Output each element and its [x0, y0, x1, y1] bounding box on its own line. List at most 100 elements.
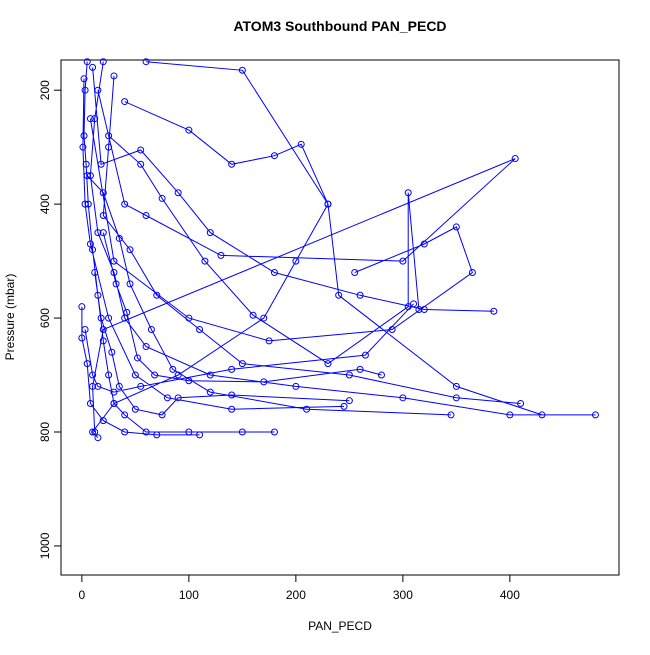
data-point	[137, 160, 145, 168]
data-point	[91, 115, 99, 123]
data-point	[292, 257, 300, 265]
data-point	[82, 160, 90, 168]
data-point	[84, 200, 92, 208]
data-point	[185, 314, 193, 322]
data-point	[292, 382, 300, 390]
data-point	[410, 300, 418, 308]
data-point	[404, 189, 412, 197]
data-point	[270, 268, 278, 276]
data-point	[324, 200, 332, 208]
data-point	[83, 172, 91, 180]
data-point	[99, 212, 107, 220]
data-point	[126, 246, 134, 254]
data-point	[147, 325, 155, 333]
data-point	[79, 143, 87, 151]
data-point	[447, 411, 455, 419]
data-point	[399, 257, 407, 265]
data-point	[185, 428, 193, 436]
data-point	[110, 72, 118, 80]
data-point	[89, 371, 97, 379]
data-point	[99, 189, 107, 197]
data-point	[356, 291, 364, 299]
data-point	[297, 140, 305, 148]
data-point	[112, 280, 120, 288]
data-point	[506, 411, 514, 419]
data-point	[238, 360, 246, 368]
data-point	[270, 428, 278, 436]
data-point	[80, 75, 88, 83]
data-point	[517, 400, 525, 408]
data-point	[121, 200, 129, 208]
data-point	[158, 411, 166, 419]
data-point	[196, 431, 204, 439]
data-point	[388, 325, 396, 333]
plot-frame	[60, 59, 620, 576]
data-point	[201, 257, 209, 265]
data-point	[121, 428, 129, 436]
data-point	[81, 325, 89, 333]
data-point	[228, 405, 236, 413]
chart-title: ATOM3 Southbound PAN_PECD	[233, 18, 446, 34]
data-point	[265, 337, 273, 345]
data-point	[206, 371, 214, 379]
data-point	[99, 325, 107, 333]
data-point	[108, 348, 116, 356]
y-tick-label: 600	[38, 308, 52, 328]
data-point	[94, 434, 102, 442]
data-point	[78, 303, 86, 311]
data-point	[81, 86, 89, 94]
data-point	[468, 268, 476, 276]
data-point	[137, 382, 145, 390]
data-point	[86, 172, 94, 180]
data-point	[131, 405, 139, 413]
data-point	[153, 291, 161, 299]
x-tick-label: 0	[79, 588, 86, 602]
data-point	[452, 223, 460, 231]
data-point	[99, 58, 107, 66]
y-tick-label: 800	[38, 422, 52, 442]
y-tick-label: 400	[38, 194, 52, 214]
data-line	[81, 61, 596, 439]
data-point	[151, 371, 159, 379]
data-point	[238, 66, 246, 74]
data-point	[134, 354, 142, 362]
data-point	[81, 200, 89, 208]
data-point	[206, 229, 214, 237]
data-point	[490, 307, 498, 315]
data-point	[83, 360, 91, 368]
data-point	[142, 343, 150, 351]
data-point	[91, 428, 99, 436]
data-point	[89, 382, 97, 390]
data-point	[249, 311, 257, 319]
data-point	[399, 394, 407, 402]
data-point	[121, 411, 129, 419]
data-point	[115, 382, 123, 390]
data-point	[452, 394, 460, 402]
data-point	[86, 115, 94, 123]
y-tick-label: 200	[38, 80, 52, 100]
data-point	[83, 58, 91, 66]
data-point	[105, 314, 113, 322]
data-point	[420, 306, 428, 314]
data-point	[89, 63, 97, 71]
data-point	[158, 194, 166, 202]
data-point	[538, 411, 546, 419]
data-point	[110, 388, 118, 396]
data-point	[324, 360, 332, 368]
data-point	[174, 394, 182, 402]
data-point	[94, 229, 102, 237]
data-point	[142, 212, 150, 220]
x-tick-label: 400	[500, 588, 520, 602]
data-point	[163, 394, 171, 402]
x-tick-label: 300	[393, 588, 413, 602]
data-point	[105, 132, 113, 140]
data-point	[340, 402, 348, 410]
data-point	[115, 234, 123, 242]
x-tick-label: 100	[179, 588, 199, 602]
data-point	[228, 365, 236, 373]
data-point	[377, 371, 385, 379]
y-tick-label: 1000	[38, 532, 52, 559]
data-point	[89, 428, 97, 436]
data-point	[105, 143, 113, 151]
data-point	[196, 325, 204, 333]
